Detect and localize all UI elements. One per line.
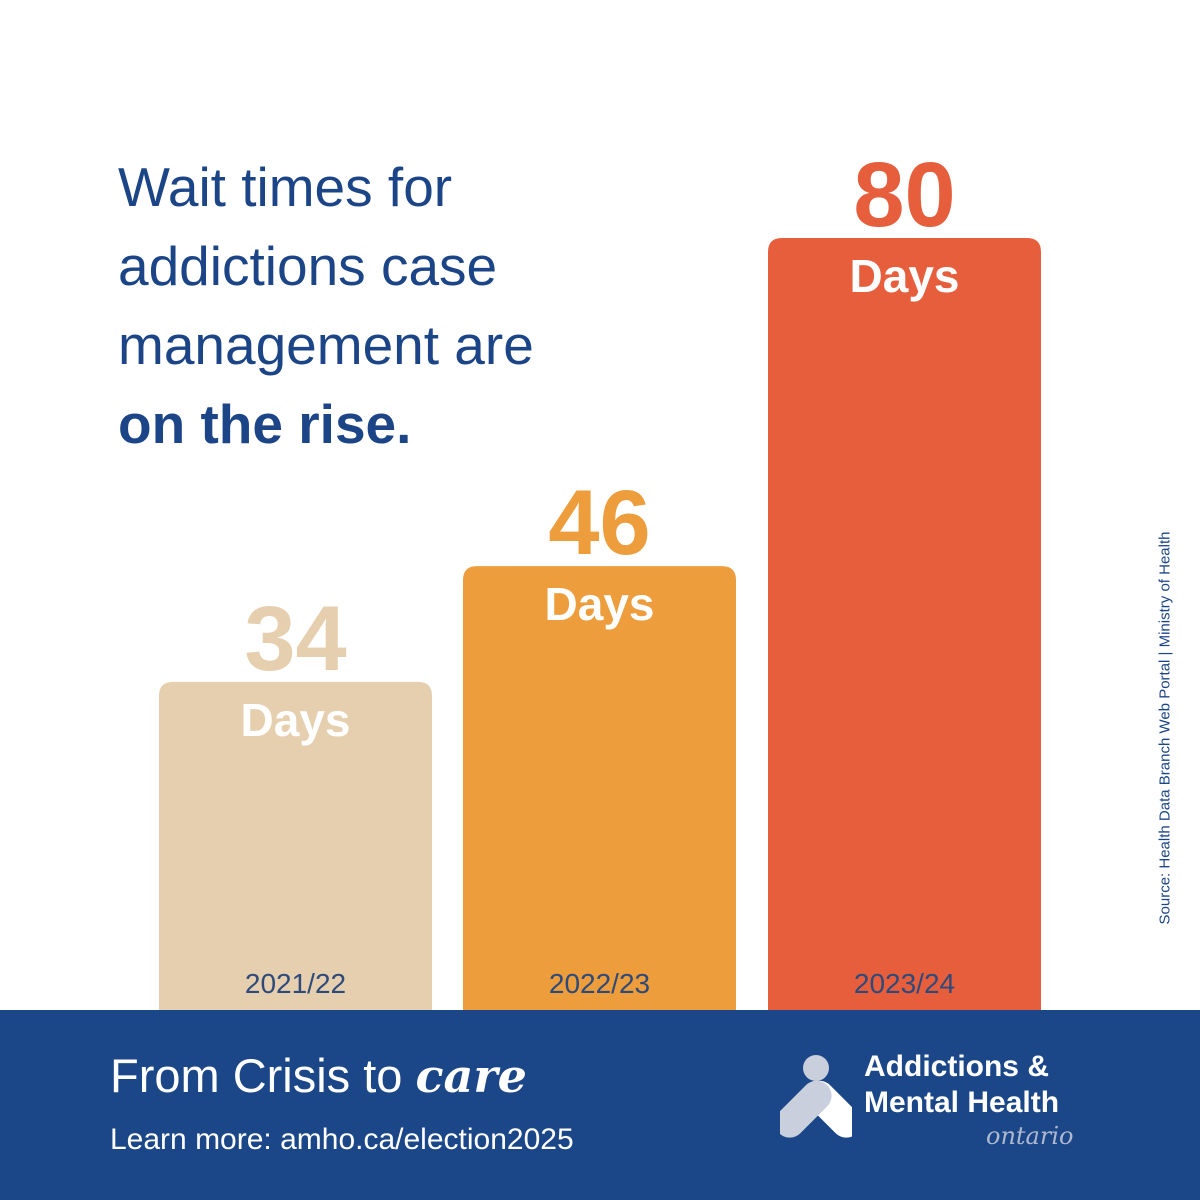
unit-label: Days (545, 578, 655, 630)
data-label: 80 (853, 144, 955, 246)
headline: Wait times for addictions case managemen… (118, 148, 738, 464)
category-label: 2023/24 (854, 968, 955, 999)
bar (463, 566, 736, 1010)
category-label: 2021/22 (245, 968, 346, 999)
unit-label: Days (241, 694, 351, 746)
headline-line-1: Wait times for (118, 156, 453, 218)
amho-logo: Addictions & Mental Health ontario (780, 1048, 1160, 1168)
amho-logo-icon (780, 1055, 852, 1138)
logo-line-1: Addictions & (864, 1050, 1049, 1083)
bar (768, 238, 1041, 1010)
logo-region: ontario (986, 1122, 1074, 1150)
unit-label: Days (850, 250, 960, 302)
campaign-tagline: From Crisis to care (110, 1048, 527, 1103)
headline-line-2: addictions case (118, 235, 498, 297)
learn-more-link[interactable]: Learn more: amho.ca/election2025 (110, 1123, 574, 1156)
data-label: 34 (244, 588, 346, 690)
tagline-prefix: From Crisis to (110, 1049, 403, 1102)
headline-emphasis: on the rise. (118, 393, 412, 455)
source-note: Source: Health Data Branch Web Portal | … (1156, 531, 1174, 925)
category-label: 2022/23 (549, 968, 650, 999)
data-label: 46 (548, 472, 650, 574)
tagline-emphasis: care (415, 1049, 527, 1103)
logo-line-2: Mental Health (864, 1086, 1060, 1119)
bar (159, 681, 432, 1010)
headline-line-3: management are (118, 314, 534, 376)
footer-banner: From Crisis to care Learn more: amho.ca/… (0, 1010, 1200, 1200)
